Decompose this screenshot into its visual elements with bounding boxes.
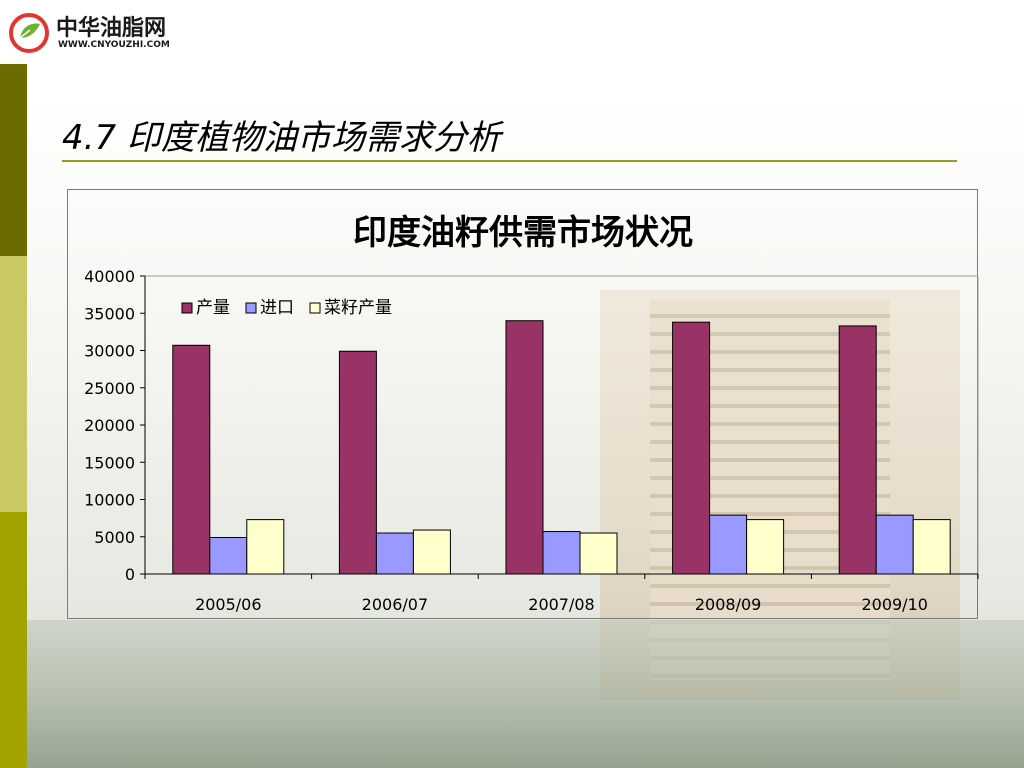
bar-3	[412, 529, 451, 575]
bar-1	[838, 325, 877, 575]
x-tick-label: 2006/07	[362, 595, 428, 614]
legend-swatch	[309, 302, 321, 314]
y-tick-label: 35000	[84, 304, 135, 323]
legend-label: 进口	[260, 298, 294, 318]
accent-strip-light	[0, 256, 27, 512]
accent-strip-olive	[0, 512, 27, 768]
background-ground	[27, 620, 1024, 768]
x-tick-label: 2009/10	[861, 595, 927, 614]
y-tick-label: 5000	[94, 528, 135, 547]
legend-swatch	[245, 302, 257, 314]
chart-frame: 印度油籽供需市场状况 0 5000 10000 15000 20000 25000 30000…	[67, 189, 979, 619]
x-tick-label: 2007/08	[528, 595, 594, 614]
slide-title: 4.7 印度植物油市场需求分析	[62, 118, 501, 158]
logo-url: WWW.CNYOUZHI.COM	[58, 40, 170, 50]
legend-label: 菜籽产量	[324, 298, 392, 318]
chart-title: 印度油籽供需市场状况	[353, 213, 693, 253]
logo-leaf-icon	[9, 13, 49, 53]
legend-label: 产量	[196, 298, 230, 318]
y-tick-label: 40000	[84, 267, 135, 286]
x-tick-label: 2005/06	[195, 595, 261, 614]
bar-2	[542, 531, 581, 575]
y-tick-label: 10000	[84, 491, 135, 510]
bar-1	[338, 350, 377, 575]
bar-3	[246, 519, 285, 575]
y-tick-label: 0	[125, 565, 135, 584]
bar-chart: 印度油籽供需市场状况 0 5000 10000 15000 20000 25000 30000…	[84, 213, 979, 614]
bar-3	[912, 519, 951, 575]
bar-1	[505, 320, 544, 575]
bar-2	[209, 536, 248, 575]
bar-3	[746, 519, 785, 575]
bar-2	[709, 514, 748, 575]
y-tick-label: 30000	[84, 342, 135, 361]
y-tick-label: 20000	[84, 416, 135, 435]
y-tick-label: 15000	[84, 453, 135, 472]
accent-strip-dark	[0, 64, 27, 256]
bar-1	[172, 344, 211, 575]
title-underline	[62, 160, 957, 162]
bar-3	[579, 532, 618, 575]
x-tick-label: 2008/09	[695, 595, 761, 614]
bar-2	[875, 514, 914, 575]
bar-1	[672, 321, 711, 575]
logo-name: 中华油脂网	[56, 16, 167, 41]
logo: 中华油脂网 WWW.CNYOUZHI.COM	[4, 6, 204, 58]
y-tick-label: 25000	[84, 379, 135, 398]
bar-2	[375, 532, 414, 575]
legend-swatch	[181, 302, 193, 314]
